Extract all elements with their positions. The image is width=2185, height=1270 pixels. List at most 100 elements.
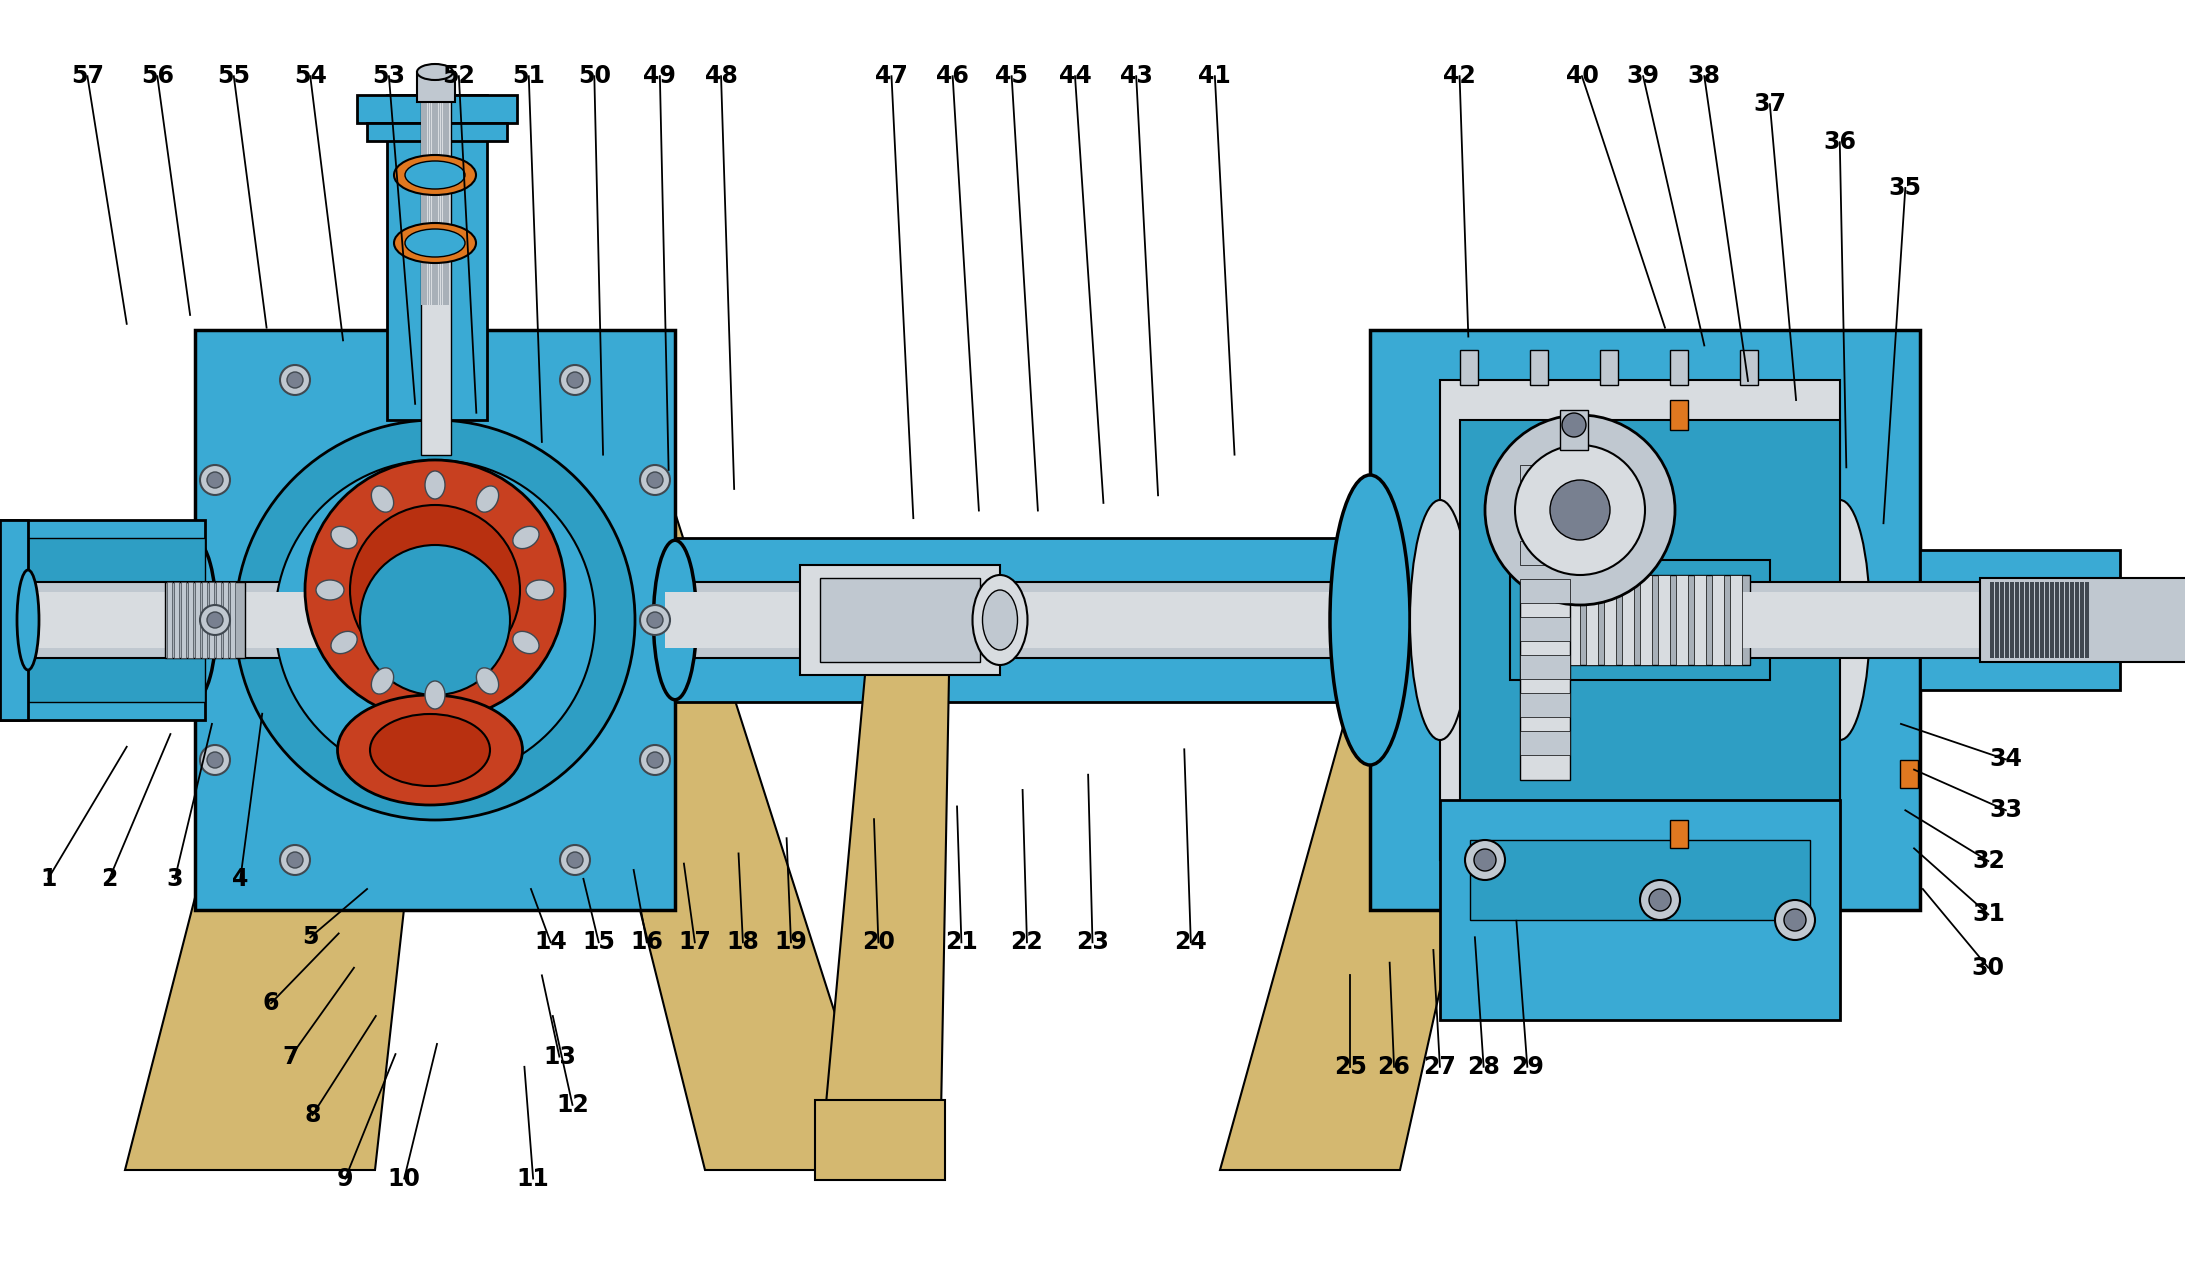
- Bar: [367, 123, 507, 141]
- Circle shape: [559, 364, 590, 395]
- Bar: [1530, 575, 1750, 665]
- Ellipse shape: [653, 540, 697, 700]
- Ellipse shape: [476, 486, 498, 512]
- Ellipse shape: [1409, 500, 1471, 740]
- Bar: [1586, 575, 1597, 665]
- Text: 18: 18: [725, 931, 760, 954]
- Circle shape: [1650, 889, 1672, 911]
- Circle shape: [208, 612, 223, 627]
- Text: 4: 4: [232, 867, 249, 890]
- Bar: [1549, 575, 1562, 665]
- Text: 30: 30: [1971, 956, 2006, 979]
- Text: 12: 12: [557, 1093, 588, 1116]
- Ellipse shape: [317, 580, 343, 599]
- Bar: [2084, 582, 2089, 658]
- Bar: [1460, 351, 1477, 385]
- Ellipse shape: [426, 681, 446, 709]
- Bar: [2080, 582, 2084, 658]
- Text: 14: 14: [535, 931, 566, 954]
- Bar: [1560, 410, 1588, 450]
- Bar: [1739, 592, 2139, 648]
- Text: 13: 13: [542, 1045, 577, 1068]
- Bar: [201, 582, 208, 658]
- Bar: [2025, 582, 2028, 658]
- Circle shape: [280, 364, 310, 395]
- Bar: [0, 592, 535, 648]
- Bar: [1599, 351, 1619, 385]
- Ellipse shape: [476, 668, 498, 693]
- Circle shape: [1562, 413, 1586, 437]
- Ellipse shape: [513, 526, 540, 549]
- Text: 56: 56: [140, 65, 175, 88]
- Text: 28: 28: [1466, 1055, 1501, 1078]
- Bar: [0, 519, 28, 720]
- Circle shape: [640, 745, 671, 775]
- Circle shape: [201, 745, 229, 775]
- Bar: [1569, 575, 1580, 665]
- Bar: [223, 582, 227, 658]
- Bar: [356, 95, 518, 123]
- Bar: [1521, 579, 1571, 603]
- Bar: [1440, 800, 1840, 1020]
- Ellipse shape: [371, 486, 393, 512]
- Bar: [2045, 582, 2050, 658]
- Circle shape: [640, 605, 671, 635]
- Ellipse shape: [1809, 500, 1870, 740]
- Bar: [166, 582, 245, 658]
- Bar: [216, 582, 221, 658]
- Bar: [1676, 575, 1689, 665]
- Text: 23: 23: [1075, 931, 1110, 954]
- Bar: [1669, 400, 1689, 431]
- Bar: [2006, 582, 2008, 658]
- Circle shape: [566, 852, 583, 867]
- Text: 44: 44: [1060, 65, 1090, 88]
- Bar: [1739, 582, 2139, 658]
- Bar: [1901, 759, 1918, 787]
- Bar: [1731, 575, 1741, 665]
- Circle shape: [640, 465, 671, 495]
- Bar: [815, 1100, 944, 1180]
- Text: 27: 27: [1422, 1055, 1457, 1078]
- Circle shape: [361, 545, 509, 695]
- Text: 31: 31: [1971, 903, 2006, 926]
- Bar: [2056, 582, 2058, 658]
- Text: 8: 8: [304, 1104, 321, 1126]
- Text: 10: 10: [387, 1167, 422, 1190]
- Bar: [1693, 575, 1706, 665]
- Bar: [2041, 582, 2043, 658]
- Bar: [188, 582, 192, 658]
- Text: 38: 38: [1687, 65, 1722, 88]
- Bar: [1604, 575, 1617, 665]
- Text: 35: 35: [1888, 177, 1923, 199]
- Text: 42: 42: [1444, 65, 1475, 88]
- Polygon shape: [1219, 450, 1560, 1170]
- Bar: [1521, 465, 1571, 489]
- Bar: [1999, 582, 2004, 658]
- Ellipse shape: [426, 471, 446, 499]
- Circle shape: [280, 845, 310, 875]
- Ellipse shape: [393, 224, 476, 263]
- Bar: [1510, 560, 1770, 679]
- Bar: [1641, 575, 1652, 665]
- Circle shape: [1641, 880, 1680, 919]
- Ellipse shape: [17, 570, 39, 671]
- Text: 29: 29: [1510, 1055, 1545, 1078]
- Ellipse shape: [417, 64, 452, 80]
- Bar: [0, 538, 205, 702]
- Bar: [1530, 351, 1547, 385]
- Bar: [229, 582, 236, 658]
- Bar: [1658, 575, 1669, 665]
- Text: 16: 16: [629, 931, 664, 954]
- Circle shape: [275, 460, 594, 780]
- Text: 3: 3: [166, 867, 184, 890]
- Bar: [1995, 582, 1999, 658]
- Circle shape: [1514, 444, 1645, 575]
- Circle shape: [1549, 480, 1610, 540]
- Text: 21: 21: [946, 931, 977, 954]
- Bar: [2065, 582, 2069, 658]
- Text: 50: 50: [577, 65, 612, 88]
- Bar: [0, 519, 205, 720]
- Text: 48: 48: [704, 65, 739, 88]
- Text: 11: 11: [518, 1167, 548, 1190]
- Text: 51: 51: [511, 65, 546, 88]
